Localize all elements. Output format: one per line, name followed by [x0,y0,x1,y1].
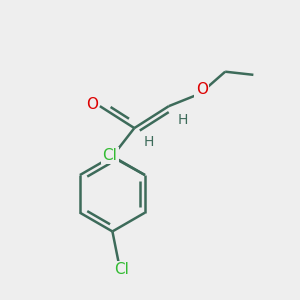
Text: O: O [196,82,208,98]
Text: Cl: Cl [102,148,117,163]
Text: H: H [178,113,188,127]
Text: O: O [86,97,98,112]
Text: Cl: Cl [114,262,129,277]
Text: H: H [143,135,154,149]
